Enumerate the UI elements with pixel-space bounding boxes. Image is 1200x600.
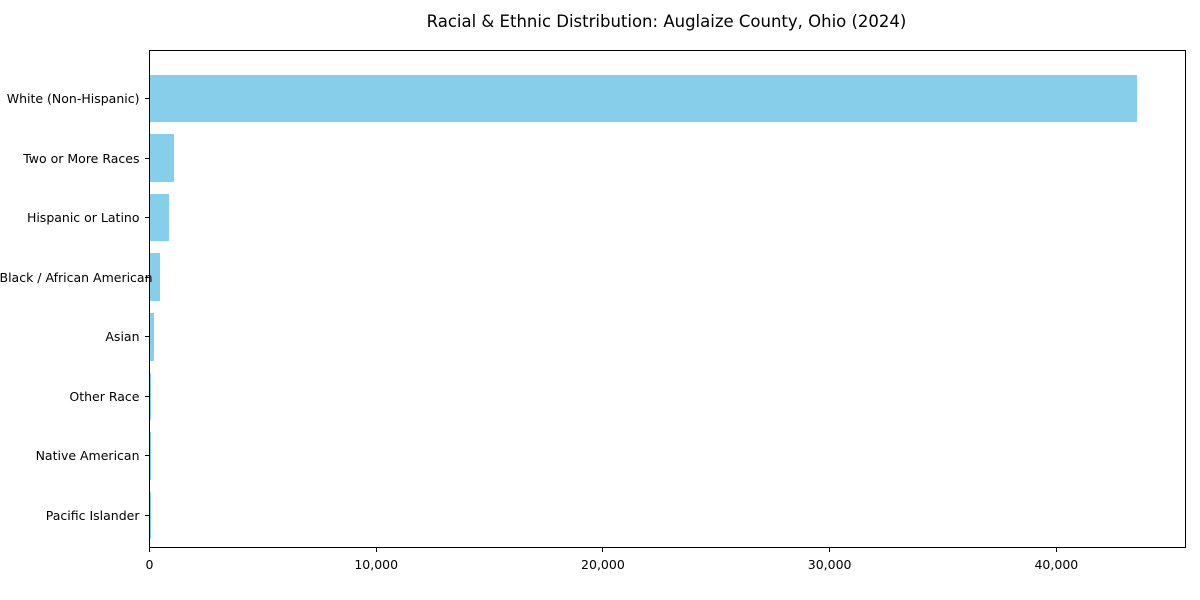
x-axis-tick-label: 30,000 bbox=[807, 557, 852, 572]
x-axis-tick-label: 40,000 bbox=[1034, 557, 1079, 572]
x-tick-mark bbox=[829, 548, 831, 552]
y-axis-label: Two or More Races bbox=[23, 150, 140, 166]
x-tick-mark bbox=[149, 548, 150, 552]
y-tick-mark bbox=[144, 157, 149, 159]
y-axis-label: Hispanic or Latino bbox=[26, 210, 140, 226]
y-axis-label: Asian bbox=[105, 329, 140, 345]
plot-area: White (Non-Hispanic) Two or More Races His… bbox=[0, 50, 1186, 572]
x-tick-mark bbox=[1055, 548, 1057, 552]
x-tick-mark bbox=[375, 548, 377, 552]
y-tick-mark bbox=[144, 514, 149, 516]
bar-two-or-more-races bbox=[149, 134, 174, 182]
x-axis-tick-label: 20,000 bbox=[581, 557, 625, 572]
y-axis-label: White (Non-Hispanic) bbox=[6, 91, 140, 106]
x-axis-tick-label: 0 bbox=[145, 557, 154, 572]
y-tick-mark bbox=[144, 276, 149, 278]
bar-asian bbox=[149, 312, 154, 361]
y-tick-mark bbox=[144, 98, 149, 99]
y-tick-mark bbox=[144, 395, 149, 397]
bar-hispanic-or-latino bbox=[149, 193, 170, 242]
bar-other-race bbox=[149, 372, 151, 421]
bar-white-non-hispanic bbox=[149, 74, 1138, 123]
y-tick-mark bbox=[144, 336, 149, 338]
y-axis-label: Other Race bbox=[69, 388, 140, 404]
y-tick-mark bbox=[144, 455, 149, 457]
y-tick-mark bbox=[144, 217, 149, 219]
x-axis-tick-label: 10,000 bbox=[354, 557, 399, 572]
bar-native-american bbox=[149, 432, 151, 480]
y-axis-label: Pacific Islander bbox=[45, 507, 140, 523]
bar-black-african-american bbox=[149, 253, 161, 302]
y-axis-label: Native American bbox=[35, 448, 140, 464]
chart-title: Racial & Ethnic Distribution: Auglaize C… bbox=[426, 12, 907, 31]
y-axis-label: Black / African American bbox=[0, 269, 153, 285]
x-tick-mark bbox=[602, 548, 604, 552]
